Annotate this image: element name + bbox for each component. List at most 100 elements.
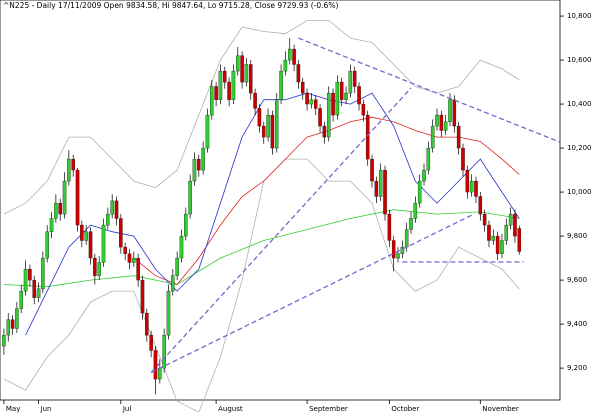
chart-title: ^N225 - Daily 17/11/2009 Open 9834.58, H…: [3, 1, 338, 10]
candle-body: [348, 70, 353, 94]
candle-body: [127, 253, 132, 263]
candle-body: [370, 158, 374, 182]
candle-body: [296, 64, 301, 83]
candle-body: [309, 99, 314, 105]
candle-body: [361, 103, 366, 116]
candle-body: [305, 92, 309, 105]
candle-body: [231, 70, 236, 100]
candle-body: [318, 108, 322, 127]
candle-body: [461, 147, 465, 171]
candle-body: [67, 158, 71, 182]
y-tick-label: 9,200: [567, 364, 587, 372]
candle-body: [517, 228, 522, 252]
y-tick-label: 9,600: [567, 276, 587, 284]
candle-body: [404, 229, 409, 248]
candle-body: [283, 59, 288, 72]
candle-body: [171, 275, 175, 292]
candle-body: [28, 268, 32, 281]
candle-body: [32, 279, 36, 298]
trend-line: [298, 37, 561, 143]
candle-body: [500, 240, 504, 254]
candle-body: [396, 253, 400, 259]
candle-body: [378, 169, 383, 197]
candle-body: [409, 218, 413, 230]
candle-body: [153, 350, 158, 380]
candle-body: [179, 235, 184, 259]
candle-body: [400, 246, 405, 254]
candle-body: [188, 180, 192, 215]
y-tick-label: 10,600: [567, 56, 592, 64]
x-tick-label: Jul: [122, 405, 132, 413]
candle-body: [201, 147, 205, 171]
candle-body: [45, 231, 49, 259]
candle-body: [93, 257, 97, 276]
candle-body: [326, 92, 331, 138]
x-tick-label: September: [309, 405, 348, 413]
candle-body: [114, 200, 119, 219]
candle-body: [249, 64, 253, 94]
trend-line: [150, 214, 472, 374]
candle-body: [36, 288, 41, 298]
candle-body: [383, 169, 387, 215]
candle-body: [469, 180, 474, 193]
x-tick-label: May: [6, 405, 20, 413]
candle-body: [322, 125, 327, 138]
candle-body: [313, 99, 318, 109]
candle-body: [197, 158, 201, 171]
candle-body: [166, 290, 171, 336]
candle-body: [443, 121, 448, 131]
trend-line: [150, 87, 412, 373]
candle-body: [504, 224, 509, 241]
x-tick-label: October: [391, 405, 419, 413]
indicator-line: [25, 92, 520, 336]
candle-body: [495, 235, 500, 254]
candle-body: [292, 48, 296, 65]
candle-body: [88, 231, 93, 259]
y-tick-label: 10,000: [567, 188, 592, 196]
candle-body: [335, 81, 340, 116]
candle-body: [435, 114, 439, 127]
candle-body: [413, 202, 418, 219]
candle-body: [279, 70, 283, 100]
candle-body: [19, 290, 23, 309]
candle-body: [357, 86, 361, 105]
candle-body: [513, 213, 517, 237]
candle-body: [287, 48, 292, 61]
candle-body: [262, 125, 266, 138]
candle-body: [175, 257, 179, 276]
x-tick-label: August: [218, 405, 243, 413]
plot-frame: [0, 0, 561, 401]
candle-body: [331, 92, 335, 116]
candle-body: [162, 334, 166, 369]
candle-body: [244, 64, 249, 83]
candle-body: [184, 213, 188, 237]
candle-body: [391, 240, 396, 259]
candle-body: [300, 81, 305, 94]
candle-body: [140, 279, 145, 314]
candle-body: [119, 218, 123, 248]
candle-body: [352, 70, 357, 87]
candle-body: [426, 147, 431, 171]
indicator-line: [3, 20, 520, 215]
candle-body: [236, 55, 240, 72]
candle-body: [439, 114, 444, 131]
candle-body: [214, 86, 218, 100]
candle-body: [2, 334, 6, 347]
candle-body: [339, 81, 344, 100]
x-tick-label: November: [482, 405, 519, 413]
candle-body: [374, 180, 379, 197]
candle-body: [41, 257, 45, 290]
candle-body: [508, 213, 513, 226]
candle-body: [482, 213, 487, 226]
candle-body: [487, 224, 491, 241]
y-tick-label: 9,800: [567, 232, 587, 240]
y-tick-label: 9,400: [567, 320, 587, 328]
candle-body: [136, 257, 140, 281]
candle-body: [6, 319, 10, 336]
candle-body: [205, 114, 210, 149]
candle-body: [474, 180, 478, 197]
candle-body: [417, 180, 422, 204]
candle-body: [223, 70, 227, 83]
candle-body: [365, 114, 370, 160]
